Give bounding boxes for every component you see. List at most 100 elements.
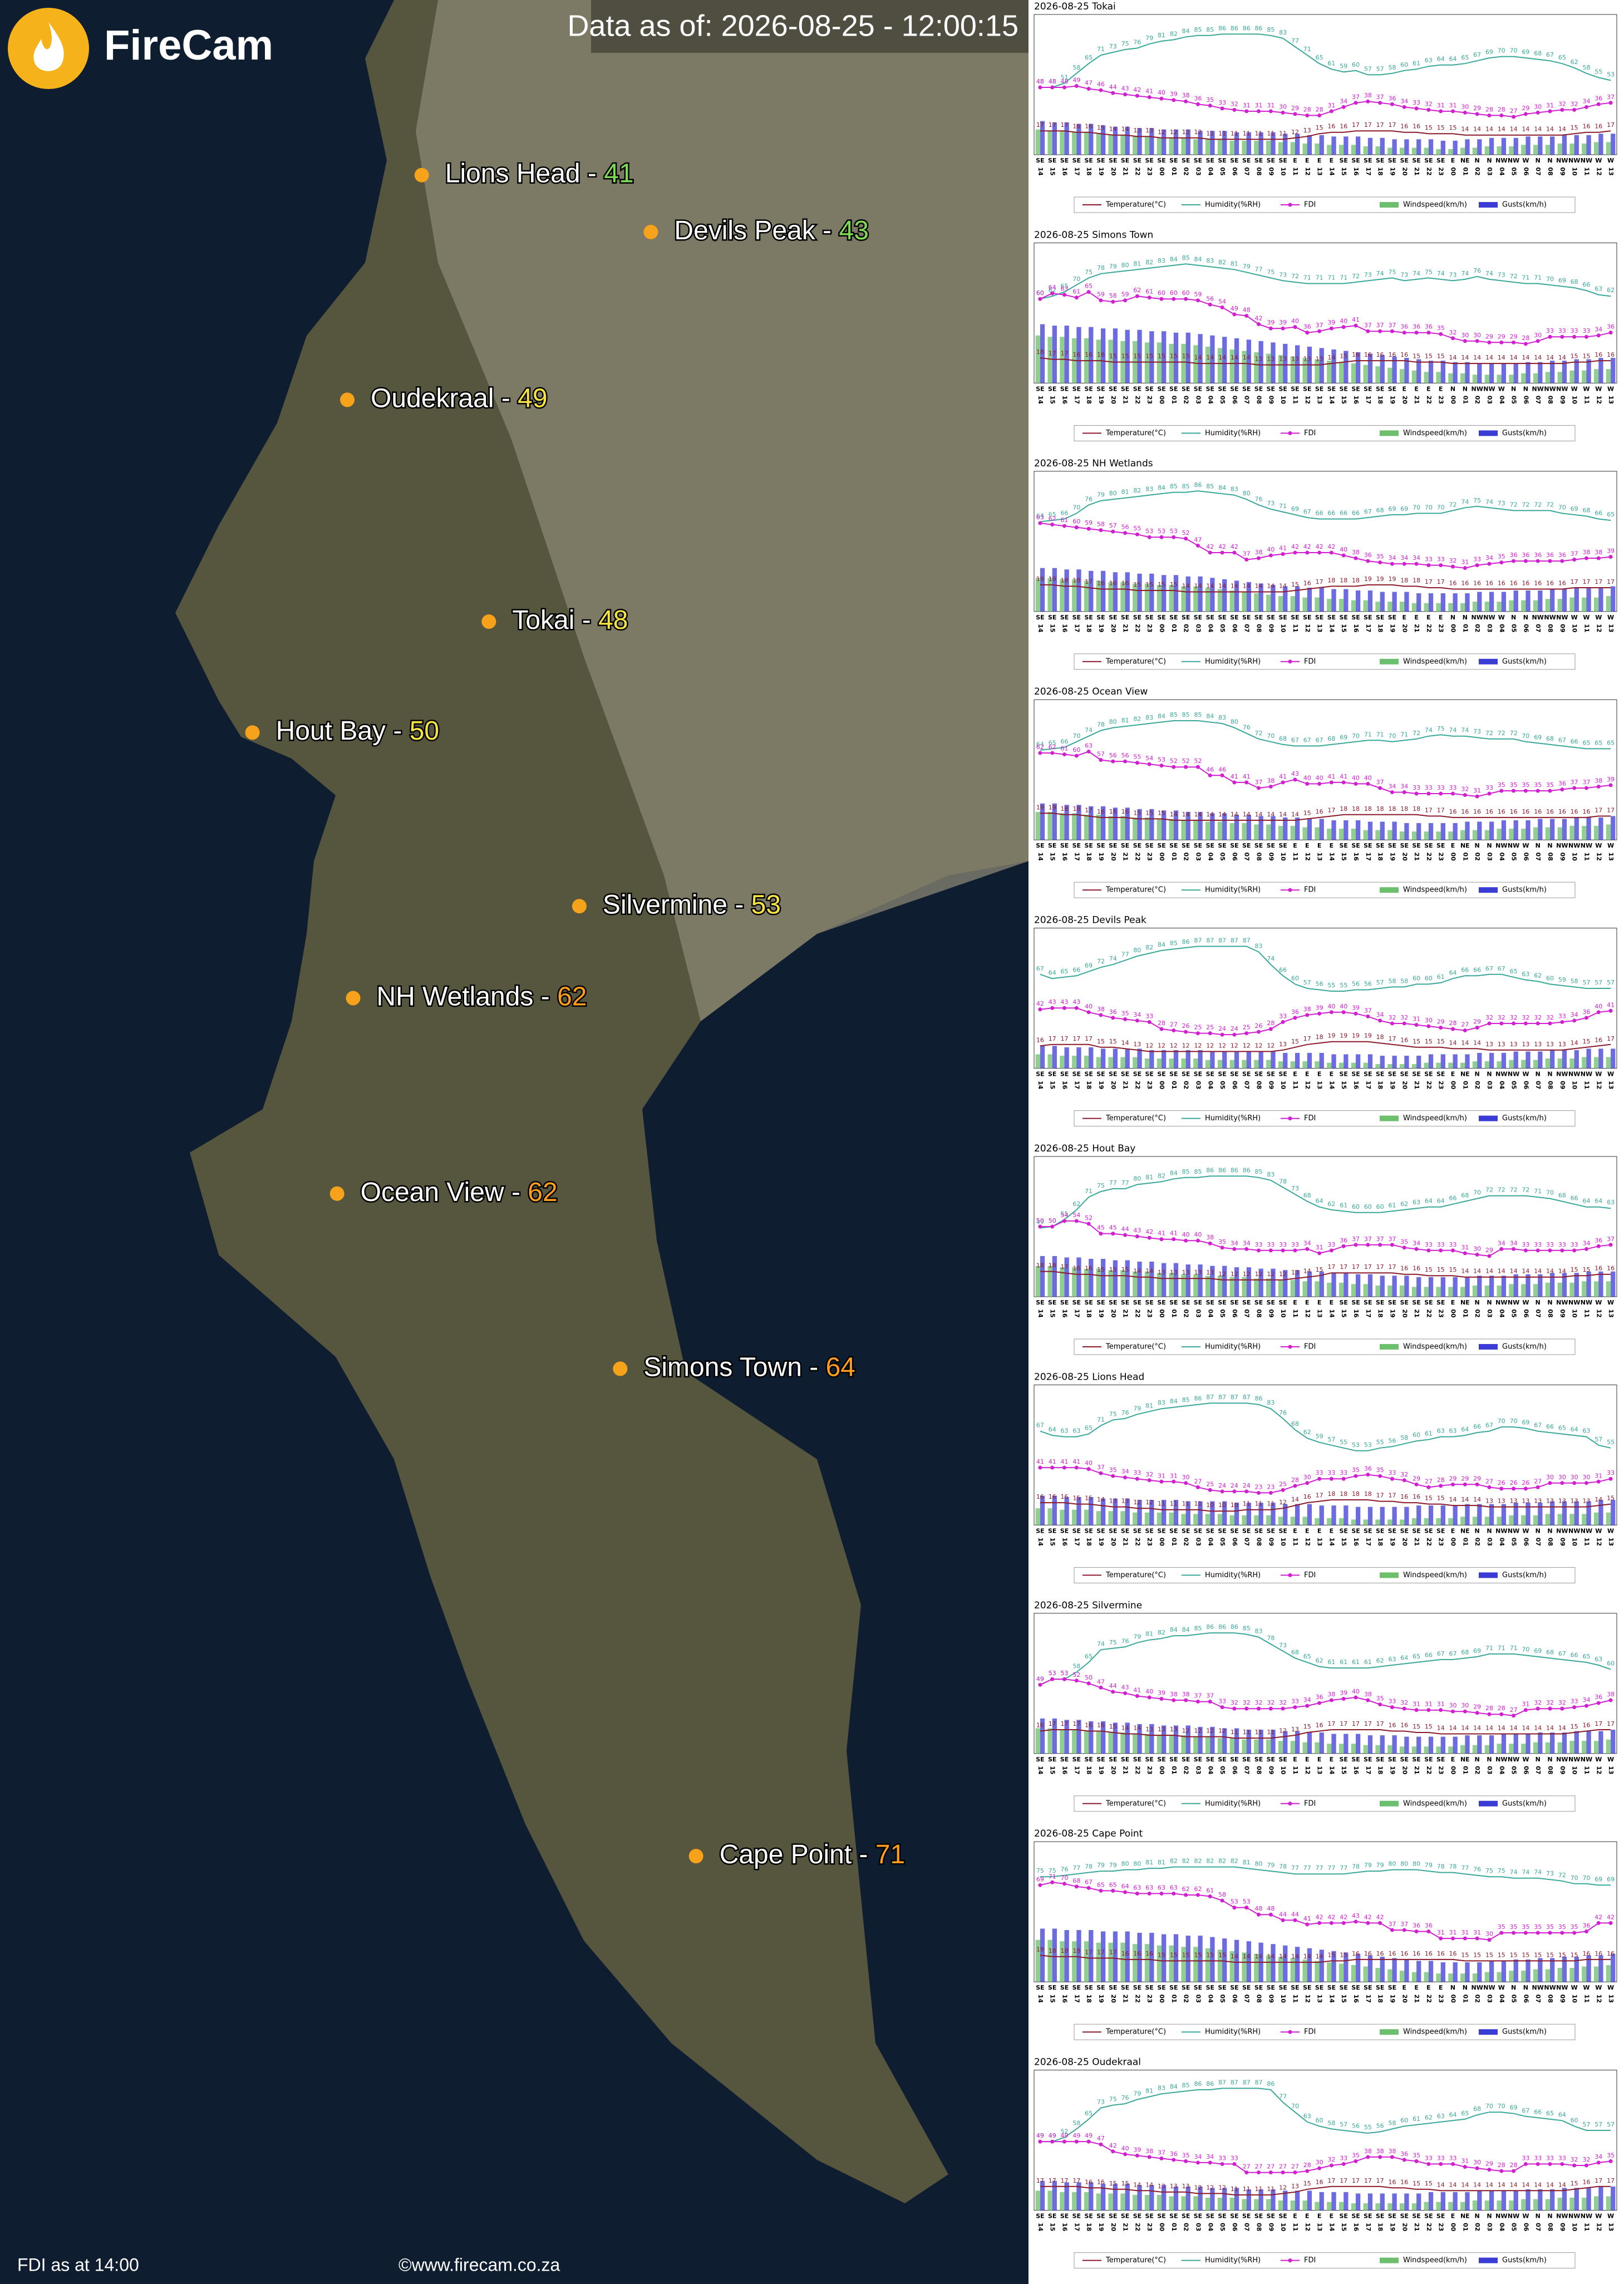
bar: [1484, 375, 1489, 383]
wind-direction: W: [1498, 385, 1505, 392]
point: [1062, 1882, 1067, 1886]
bar: [1509, 1971, 1514, 1982]
data-label: 67: [1546, 51, 1554, 58]
data-label: 33: [1133, 1469, 1141, 1476]
data-label: 83: [1158, 257, 1165, 264]
x-tick-label: 01: [1461, 1995, 1469, 2003]
legend-label: FDI: [1304, 429, 1316, 437]
point: [1305, 550, 1310, 555]
point: [1099, 528, 1103, 533]
data-label: 15: [1571, 353, 1578, 360]
point: [1172, 1891, 1176, 1896]
legend-swatch: [1479, 1115, 1498, 1121]
wind-direction: SE: [1182, 1984, 1190, 1991]
wind-direction: N: [1487, 1071, 1492, 1078]
wind-direction: SE: [1096, 157, 1105, 164]
bar: [1254, 1739, 1259, 1754]
data-label: 61: [1352, 1658, 1360, 1666]
wind-direction: SE: [1060, 614, 1069, 621]
data-label: 79: [1145, 35, 1153, 42]
legend-label: Temperature(°C): [1105, 886, 1166, 894]
data-label: 73: [1279, 1642, 1287, 1649]
bar: [1436, 149, 1441, 155]
bar: [1210, 1051, 1215, 1069]
point: [1135, 2153, 1139, 2158]
bar: [1525, 1051, 1531, 1069]
location-name: Oudekraal: [371, 383, 494, 413]
wind-direction: N: [1487, 1527, 1492, 1534]
bar: [1331, 1505, 1336, 1525]
bar: [1064, 1497, 1069, 1525]
data-label: 15: [1206, 1951, 1214, 1958]
location-label: Cape Point - 71: [720, 1840, 905, 1869]
legend-label: Humidity(%RH): [1205, 1571, 1261, 1579]
data-label: 31: [1437, 1929, 1445, 1936]
wind-direction: SE: [1327, 385, 1336, 392]
data-label: 76: [1255, 495, 1263, 503]
bar: [1484, 1061, 1489, 1069]
data-label: 16: [1437, 1950, 1445, 1957]
x-tick-label: 12: [1595, 1995, 1602, 2003]
point: [1426, 563, 1431, 568]
bar: [1367, 1735, 1373, 1754]
data-label: 14: [1291, 811, 1299, 818]
bar: [1574, 359, 1579, 383]
point: [1366, 781, 1370, 786]
bar: [1351, 600, 1356, 612]
point: [1244, 1247, 1249, 1251]
data-label: 85: [1182, 711, 1190, 718]
point: [1317, 113, 1322, 117]
legend-label: Gusts(km/h): [1502, 1114, 1547, 1123]
bar: [1266, 594, 1271, 612]
wind-direction: SE: [1278, 842, 1287, 849]
point: [1123, 298, 1128, 303]
wind-direction: SE: [1424, 1299, 1433, 1306]
data-label: 14: [1303, 1268, 1311, 1275]
data-label: 58: [1388, 977, 1396, 985]
data-label: 28: [1267, 1020, 1274, 1027]
x-tick-label: 15: [1049, 2223, 1056, 2231]
data-label: 16: [1473, 579, 1481, 587]
data-label: 16: [1097, 808, 1105, 815]
data-label: 19: [1036, 804, 1044, 811]
bar: [1173, 810, 1179, 840]
point: [1099, 1232, 1103, 1236]
bar: [1315, 359, 1320, 383]
data-label: 13: [1498, 1041, 1505, 1048]
x-tick-label: 00: [1158, 2223, 1165, 2232]
x-tick-label: 11: [1292, 853, 1299, 861]
x-tick-label: 10: [1571, 624, 1578, 633]
wind-direction: SE: [1376, 2213, 1384, 2220]
x-tick-label: 15: [1049, 396, 1056, 404]
wind-direction: N: [1547, 2213, 1552, 2220]
data-label: 58: [1218, 1891, 1226, 1898]
data-label: 57: [1582, 2121, 1590, 2128]
data-label: 17: [1049, 350, 1056, 357]
data-label: 37: [1376, 1235, 1384, 1243]
bar: [1084, 1731, 1089, 1754]
bar: [1258, 583, 1263, 612]
bar: [1562, 1050, 1567, 1069]
point: [1378, 101, 1382, 105]
data-label: 77: [1121, 1179, 1129, 1187]
bar: [1125, 2183, 1130, 2211]
point: [1596, 1010, 1601, 1015]
data-label: 11: [1243, 130, 1251, 137]
data-label: 14: [1558, 1268, 1566, 1275]
data-label: 84: [1182, 27, 1190, 35]
point: [1099, 298, 1103, 303]
x-tick-label: 06: [1231, 1538, 1238, 1547]
data-label: 12: [1170, 129, 1178, 136]
x-tick-label: 19: [1098, 1081, 1105, 1089]
point: [1596, 1244, 1601, 1248]
point: [1463, 2164, 1467, 2169]
data-label: 83: [1255, 942, 1263, 949]
data-label: 37: [1243, 550, 1251, 558]
data-label: 33: [1267, 1241, 1274, 1248]
data-label: 14: [1546, 2181, 1554, 2188]
data-label: 42: [1133, 86, 1141, 93]
bar: [1550, 1732, 1555, 1754]
data-label: 17: [1085, 1948, 1092, 1956]
bar: [1234, 1503, 1239, 1525]
x-tick-label: 06: [1522, 167, 1529, 176]
